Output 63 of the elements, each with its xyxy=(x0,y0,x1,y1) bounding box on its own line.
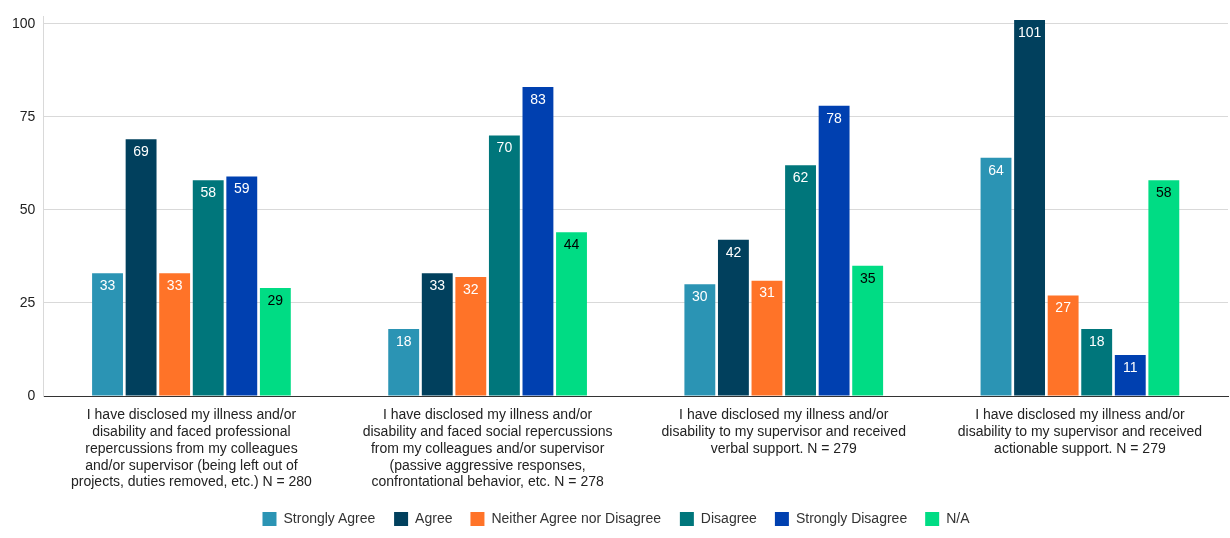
y-tick-label: 100 xyxy=(12,14,36,31)
data-label: 58 xyxy=(200,184,217,201)
x-tick-label: I have disclosed my illness and/or disability and faced professional repercussions from my colleagues and/or supervisor (being left out of projects, duties removed, etc.) N = 280 xyxy=(71,406,313,490)
bar xyxy=(717,239,749,396)
bar xyxy=(159,273,191,396)
data-label: 31 xyxy=(759,284,775,301)
x-tick-label: I have disclosed my illness and/or disability to my supervisor and received actionable support. N = 279 xyxy=(957,406,1203,456)
bar xyxy=(92,273,123,396)
data-label: 30 xyxy=(692,288,708,305)
legend-label: N/A xyxy=(946,509,971,526)
bar xyxy=(421,273,453,396)
data-label: 44 xyxy=(563,236,580,253)
data-label: 32 xyxy=(463,280,479,297)
data-label: 35 xyxy=(859,269,876,286)
legend-label: Strongly Agree xyxy=(283,509,376,526)
bar xyxy=(522,87,554,396)
bar xyxy=(751,280,783,396)
bar xyxy=(818,105,850,396)
y-tick-label: 25 xyxy=(19,293,36,310)
bar xyxy=(1047,295,1079,396)
data-label: 33 xyxy=(166,277,183,294)
data-label: 64 xyxy=(988,161,1004,178)
bar xyxy=(488,135,520,396)
data-label: 58 xyxy=(1156,184,1172,201)
bar xyxy=(259,288,291,396)
bar xyxy=(388,329,420,396)
bar xyxy=(1114,355,1146,396)
bar xyxy=(684,284,716,396)
data-label: 27 xyxy=(1055,299,1072,316)
x-tick-label: I have disclosed my illness and/or disability and faced social repercussions from my colleagues and/or supervisor (passive aggressive responses, confrontational behavior, etc. N = 278 xyxy=(362,406,613,490)
bar xyxy=(1081,329,1113,396)
data-label: 70 xyxy=(496,139,513,156)
data-label: 18 xyxy=(395,332,412,349)
legend-label: Disagree xyxy=(700,509,758,526)
data-label: 29 xyxy=(267,291,284,308)
bar xyxy=(125,139,157,396)
data-label: 42 xyxy=(725,243,742,260)
bar xyxy=(785,165,816,396)
y-tick-label: 50 xyxy=(19,200,36,217)
y-tick-label: 75 xyxy=(19,107,36,124)
y-tick-label: 0 xyxy=(27,386,36,403)
bar xyxy=(980,157,1012,396)
data-label: 69 xyxy=(133,143,150,160)
bar xyxy=(852,265,884,396)
data-label: 62 xyxy=(792,169,809,186)
bar xyxy=(1148,180,1180,396)
bar xyxy=(556,232,587,396)
data-label: 83 xyxy=(530,90,546,107)
data-label: 59 xyxy=(234,180,250,197)
data-label: 78 xyxy=(826,109,843,126)
data-label: 101 xyxy=(1017,23,1042,40)
data-label: 11 xyxy=(1122,358,1138,375)
bar xyxy=(1014,20,1046,396)
legend-label: Strongly Disagree xyxy=(795,509,908,526)
bar xyxy=(455,276,487,396)
bar xyxy=(226,176,258,396)
data-label: 33 xyxy=(429,277,446,294)
x-tick-label: I have disclosed my illness and/or disability to my supervisor and received verbal support. N = 279 xyxy=(661,406,906,456)
legend-label: Agree xyxy=(415,509,453,526)
data-label: 33 xyxy=(99,277,116,294)
data-label: 18 xyxy=(1088,332,1105,349)
legend-label: Neither Agree nor Disagree xyxy=(491,509,662,526)
bar xyxy=(192,180,224,396)
